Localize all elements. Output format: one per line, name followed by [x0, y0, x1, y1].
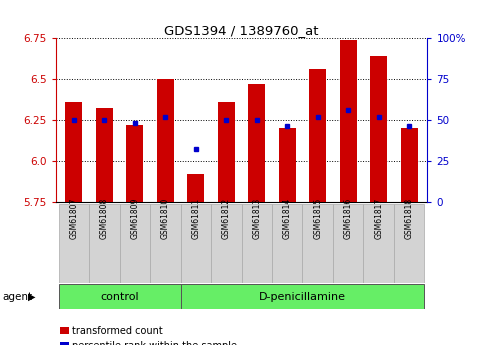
Bar [187, 174, 204, 202]
Bar [157, 79, 174, 202]
Text: GSM61814: GSM61814 [283, 198, 292, 239]
Bar [96, 108, 113, 202]
Bar [120, 204, 150, 283]
Text: control: control [100, 292, 139, 302]
Text: GSM61816: GSM61816 [344, 198, 353, 239]
Bar [363, 204, 394, 283]
Text: GSM61815: GSM61815 [313, 198, 322, 239]
Bar [394, 204, 425, 283]
Bar [279, 128, 296, 202]
Bar [401, 128, 417, 202]
Text: GSM61809: GSM61809 [130, 198, 139, 239]
Bar [211, 204, 242, 283]
Bar [181, 204, 211, 283]
Bar [248, 84, 265, 202]
Bar [309, 69, 326, 202]
Text: ▶: ▶ [28, 292, 36, 302]
Bar [89, 204, 120, 283]
Bar [340, 40, 356, 202]
Text: GSM61813: GSM61813 [252, 198, 261, 239]
Bar [370, 56, 387, 202]
Text: GSM61812: GSM61812 [222, 198, 231, 239]
Bar [150, 204, 181, 283]
Text: GSM61811: GSM61811 [191, 198, 200, 239]
Text: D-penicillamine: D-penicillamine [259, 292, 346, 302]
Title: GDS1394 / 1389760_at: GDS1394 / 1389760_at [164, 24, 319, 37]
Text: percentile rank within the sample: percentile rank within the sample [72, 341, 237, 345]
Text: GSM61817: GSM61817 [374, 198, 383, 239]
Text: transformed count: transformed count [72, 326, 163, 335]
Text: agent: agent [2, 292, 32, 302]
Bar [58, 204, 89, 283]
Bar [272, 204, 302, 283]
Text: GSM61807: GSM61807 [70, 198, 78, 239]
Bar [127, 125, 143, 202]
Bar [58, 284, 181, 309]
Bar [181, 284, 425, 309]
Bar [302, 204, 333, 283]
Bar [242, 204, 272, 283]
Bar [218, 102, 235, 202]
Text: GSM61808: GSM61808 [100, 198, 109, 239]
Bar [66, 102, 82, 202]
Text: GSM61810: GSM61810 [161, 198, 170, 239]
Text: GSM61818: GSM61818 [405, 198, 413, 239]
Bar [333, 204, 363, 283]
